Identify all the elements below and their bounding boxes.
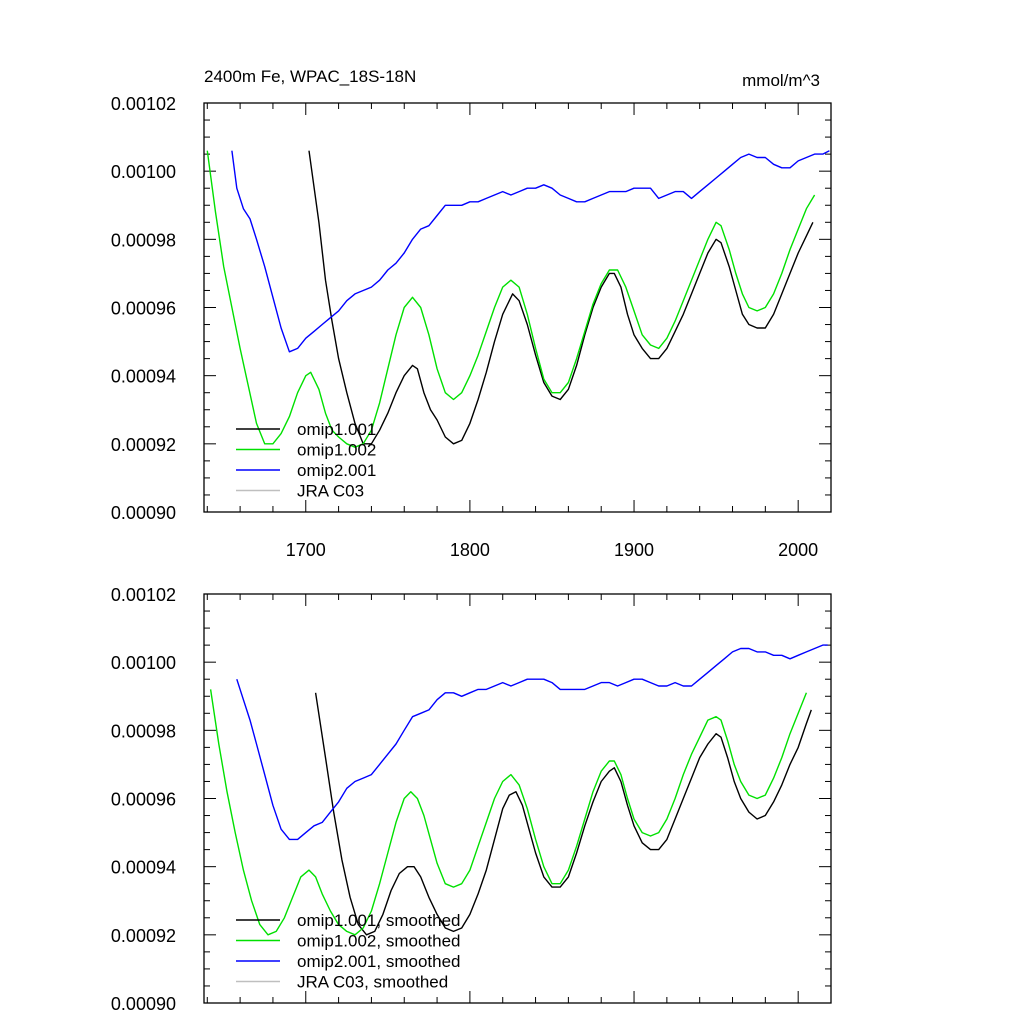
y-tick-label: 0.00094: [111, 367, 176, 387]
legend-label: omip1.002: [297, 441, 376, 460]
y-tick-label: 0.00098: [111, 721, 176, 741]
top-panel: 2400m Fe, WPAC_18S-18N mmol/m^3 1700 1800…: [111, 67, 832, 560]
y-tick-label: 0.00098: [111, 230, 176, 250]
bottom-panel: 0.00090 0.00092 0.00094 0.00096 0.00098 0.001…: [111, 585, 832, 1014]
plot-frame: [203, 593, 832, 1004]
legend-label: omip1.001, smoothed: [297, 911, 461, 930]
y-tick-label: 0.00090: [111, 994, 176, 1014]
legend-label: omip1.001: [297, 420, 376, 439]
plot-frame: [203, 102, 832, 513]
tick-label-group: 1700 1800 1900 2000 0.00090 0.00092 0.00094 0.0…: [111, 94, 818, 560]
legend: omip1.001, smoothed omip1.002, smoothedom…: [236, 911, 461, 992]
x-tick-label: 2000: [778, 540, 818, 560]
y-tick-label: 0.00092: [111, 926, 176, 946]
y-tick-label: 0.00096: [111, 299, 176, 319]
series-line-omip1-002: [209, 689, 808, 936]
y-tick-label: 0.00102: [111, 585, 176, 605]
y-tick-label: 0.00100: [111, 653, 176, 673]
y-tick-label: 0.00100: [111, 162, 176, 182]
y-tick-label: 0.00094: [111, 858, 176, 878]
y-tick-label: 0.00096: [111, 790, 176, 810]
y-tick-label: 0.00090: [111, 503, 176, 523]
legend-label: JRA C03, smoothed: [297, 973, 448, 992]
series-line-omip2-001: [236, 644, 828, 841]
legend-label: omip2.001: [297, 461, 376, 480]
legend-label: omip2.001, smoothed: [297, 952, 461, 971]
series-group: [209, 644, 828, 936]
x-tick-label: 1800: [450, 540, 490, 560]
series-group: [206, 150, 830, 448]
y-tick-label: 0.00102: [111, 94, 176, 114]
series-line-omip1-001: [308, 150, 814, 445]
y-tick-label: 0.00092: [111, 435, 176, 455]
legend-label: JRA C03: [297, 482, 364, 501]
units-label: mmol/m^3: [742, 71, 820, 90]
series-line-omip2-001: [231, 150, 830, 353]
x-tick-label: 1700: [286, 540, 326, 560]
series-line-omip1-002: [206, 150, 816, 448]
legend-label: omip1.002, smoothed: [297, 932, 461, 951]
chart-title: 2400m Fe, WPAC_18S-18N: [204, 67, 416, 86]
x-tick-label: 1900: [614, 540, 654, 560]
series-line-omip1-001: [314, 692, 812, 936]
tick-label-group: 0.00090 0.00092 0.00094 0.00096 0.00098 0.001…: [111, 585, 176, 1014]
